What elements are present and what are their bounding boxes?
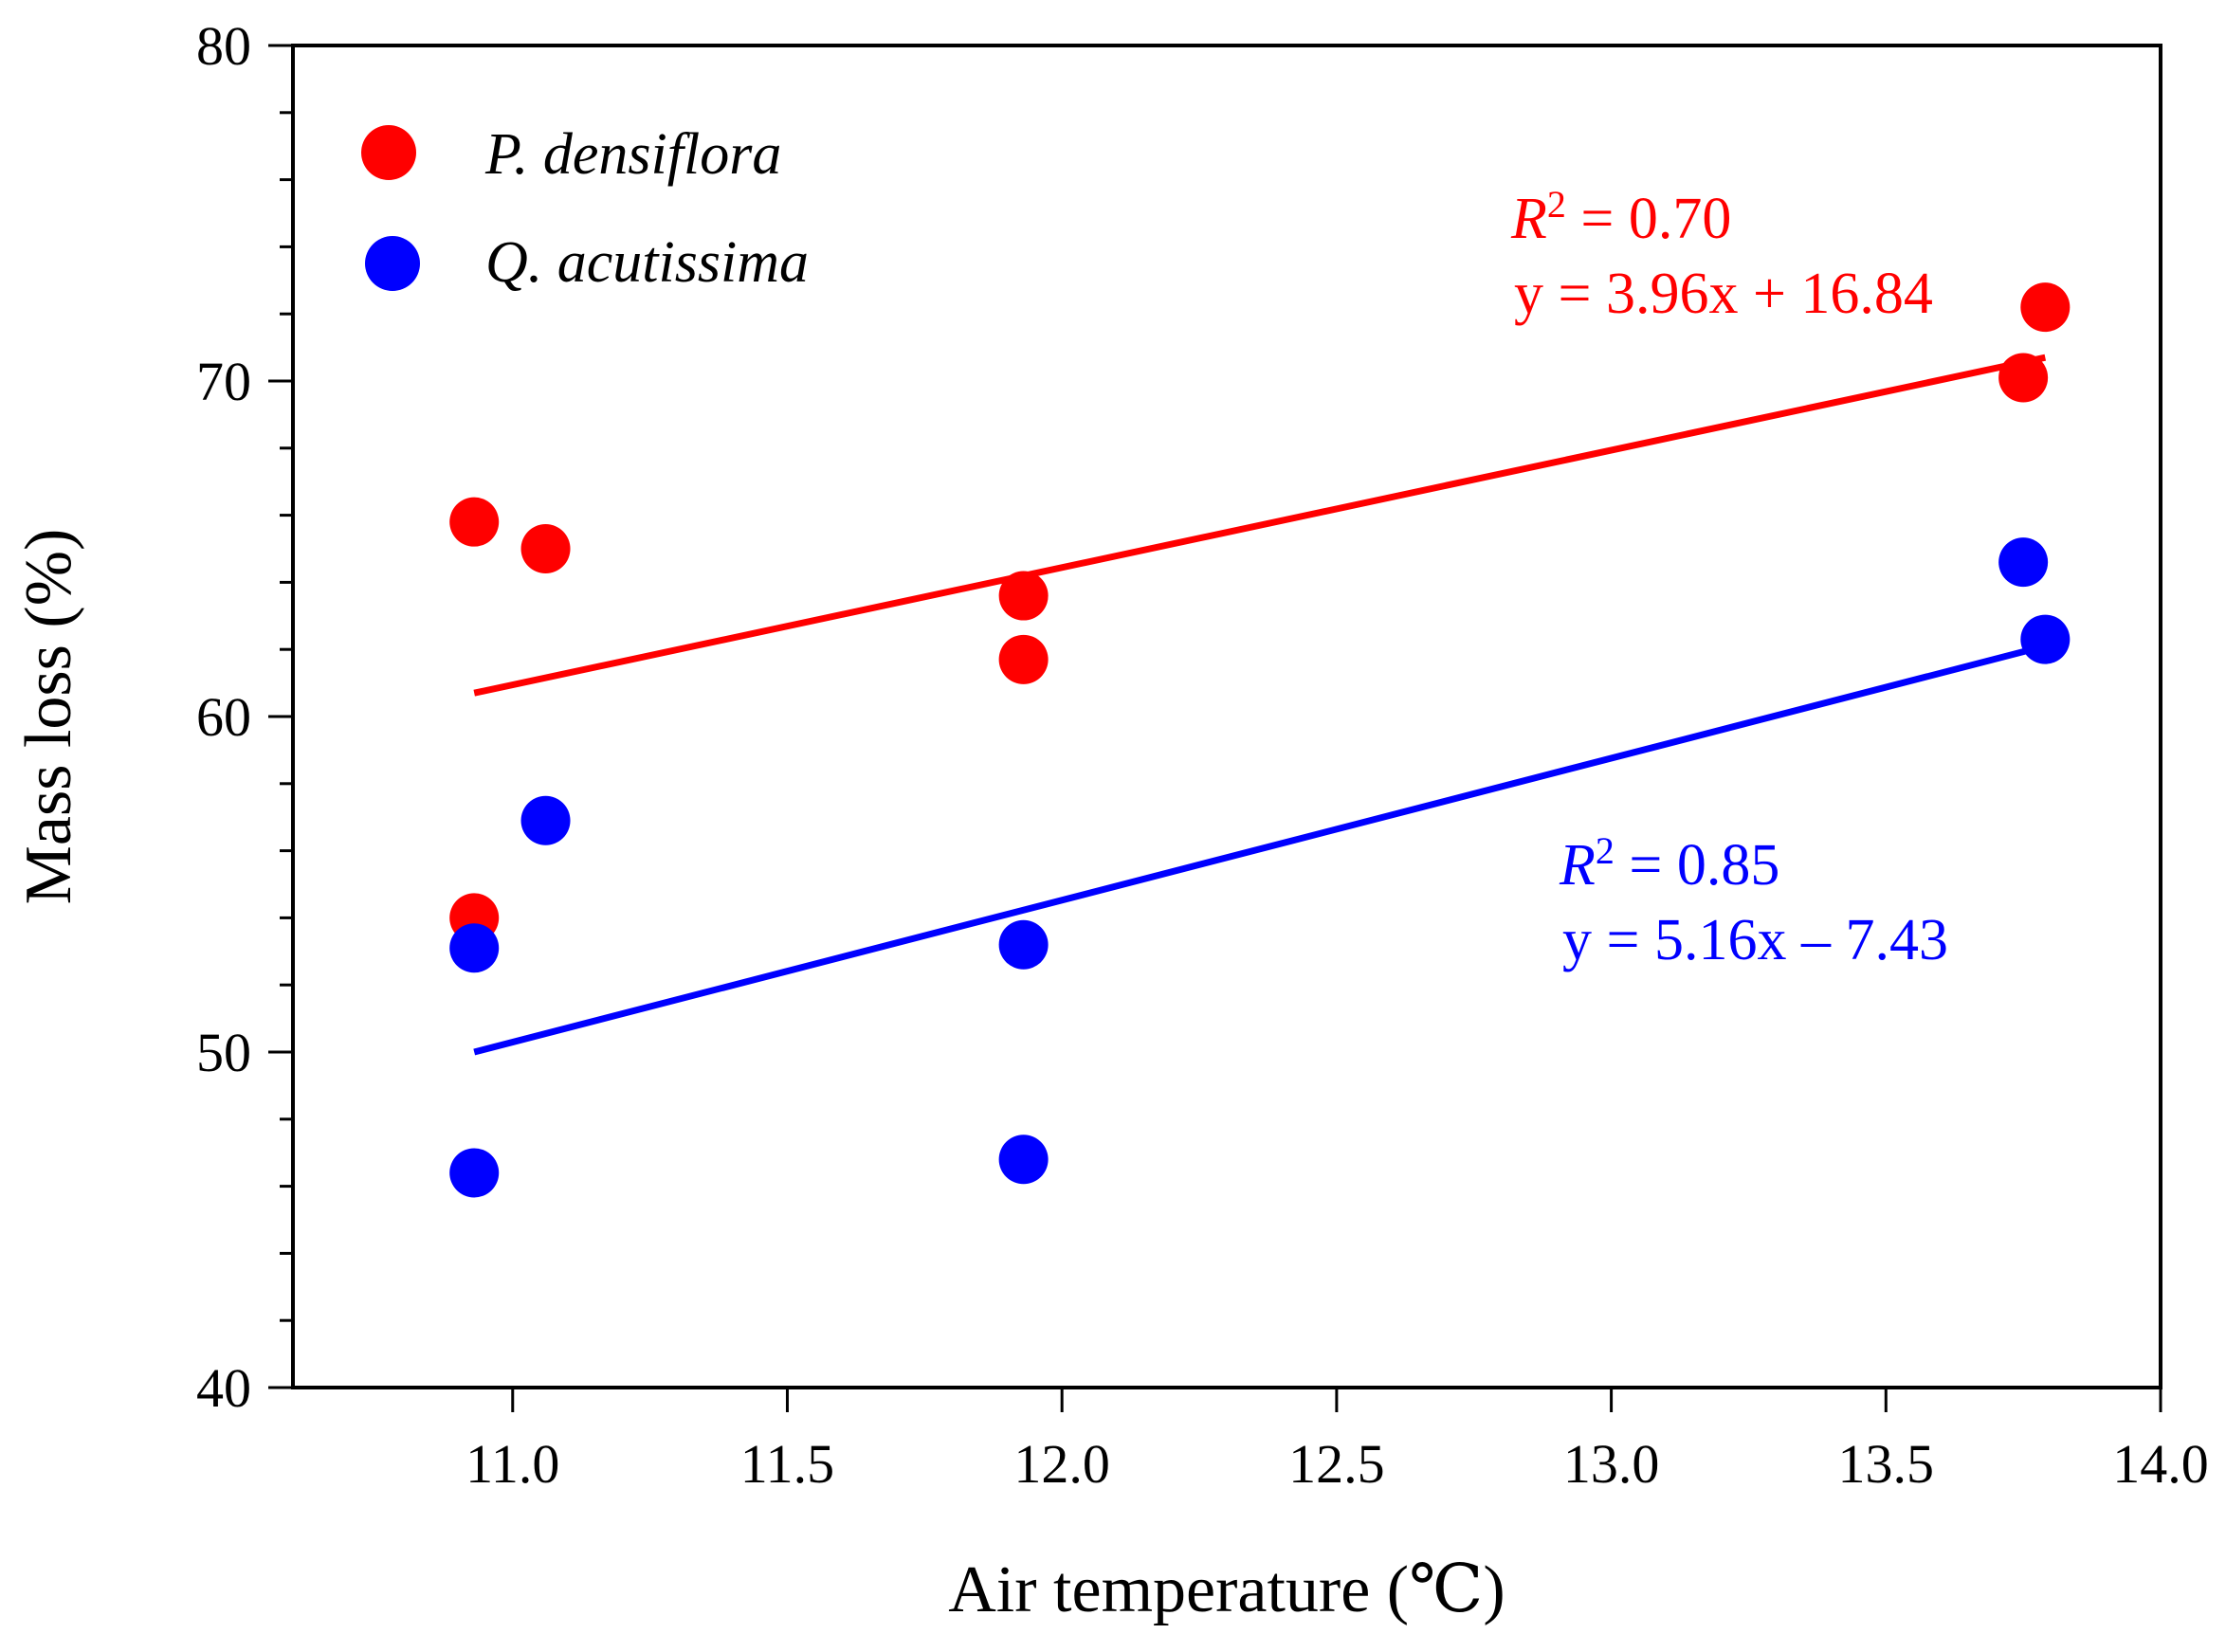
x-tick-label: 12.5	[1288, 1433, 1385, 1495]
r2-label-p-densiflora: R2 = 0.70	[1510, 183, 1731, 251]
data-point-p-densiflora	[998, 634, 1049, 684]
fit-lines	[473, 354, 2047, 1056]
data-point-q-acutissima	[520, 795, 571, 845]
r2-value: = 0.70	[1566, 187, 1731, 251]
data-point-q-acutissima	[1998, 537, 2049, 588]
fit-line-q-acutissima	[473, 643, 2047, 1056]
y-axis-title: Mass loss (%)	[12, 529, 85, 905]
x-tick-label: 13.0	[1563, 1433, 1660, 1495]
legend-label-p-densiflora: P. densiflora	[484, 122, 781, 187]
legend-marker-q-acutissima	[365, 236, 420, 291]
legend: P. densiflora Q. acutissima	[361, 122, 809, 295]
y-tick-label: 80	[196, 15, 251, 77]
y-axis: 40 50 60 70 80	[196, 15, 293, 1419]
x-tick-label: 11.0	[465, 1433, 559, 1495]
data-point-q-acutissima	[998, 919, 1049, 970]
annotation-p-densiflora: R2 = 0.70 y = 3.96x + 16.84	[1510, 183, 1933, 326]
r2-superscript: 2	[1596, 829, 1615, 872]
x-axis-title: Air temperature (℃)	[948, 1553, 1505, 1626]
y-tick-label: 50	[196, 1022, 251, 1083]
x-tick-label: 12.0	[1013, 1433, 1110, 1495]
x-tick-label: 11.5	[740, 1433, 834, 1495]
data-point-p-densiflora	[520, 524, 571, 573]
data-point-q-acutissima	[998, 1135, 1049, 1185]
y-tick-label: 60	[196, 686, 251, 748]
fit-line-p-densiflora	[473, 354, 2047, 697]
r2-symbol: R	[1510, 187, 1547, 251]
legend-marker-p-densiflora	[361, 125, 416, 180]
equation-q-acutissima: y = 5.16x – 7.43	[1562, 908, 1948, 972]
x-axis: 11.0 11.5 12.0 12.5 13.0 13.5 14.0	[465, 1388, 2209, 1495]
r2-symbol: R	[1559, 833, 1596, 898]
y-tick-label: 70	[196, 351, 251, 412]
data-point-p-densiflora	[2020, 282, 2071, 333]
equation-p-densiflora: y = 3.96x + 16.84	[1514, 262, 1933, 326]
x-tick-label: 13.5	[1838, 1433, 1935, 1495]
data-points	[449, 282, 2071, 1198]
data-point-p-densiflora	[1998, 353, 2049, 403]
data-point-q-acutissima	[2020, 614, 2071, 664]
data-point-p-densiflora	[998, 571, 1049, 621]
r2-label-q-acutissima: R2 = 0.85	[1559, 829, 1779, 898]
legend-label-q-acutissima: Q. acutissima	[485, 230, 809, 295]
data-point-q-acutissima	[449, 1148, 500, 1198]
r2-value: = 0.85	[1615, 833, 1779, 898]
r2-superscript: 2	[1547, 183, 1566, 226]
x-tick-label: 14.0	[2112, 1433, 2209, 1495]
data-point-p-densiflora	[449, 497, 500, 547]
y-tick-label: 40	[196, 1357, 251, 1419]
annotation-q-acutissima: R2 = 0.85 y = 5.16x – 7.43	[1559, 829, 1948, 972]
data-point-q-acutissima	[449, 923, 500, 973]
